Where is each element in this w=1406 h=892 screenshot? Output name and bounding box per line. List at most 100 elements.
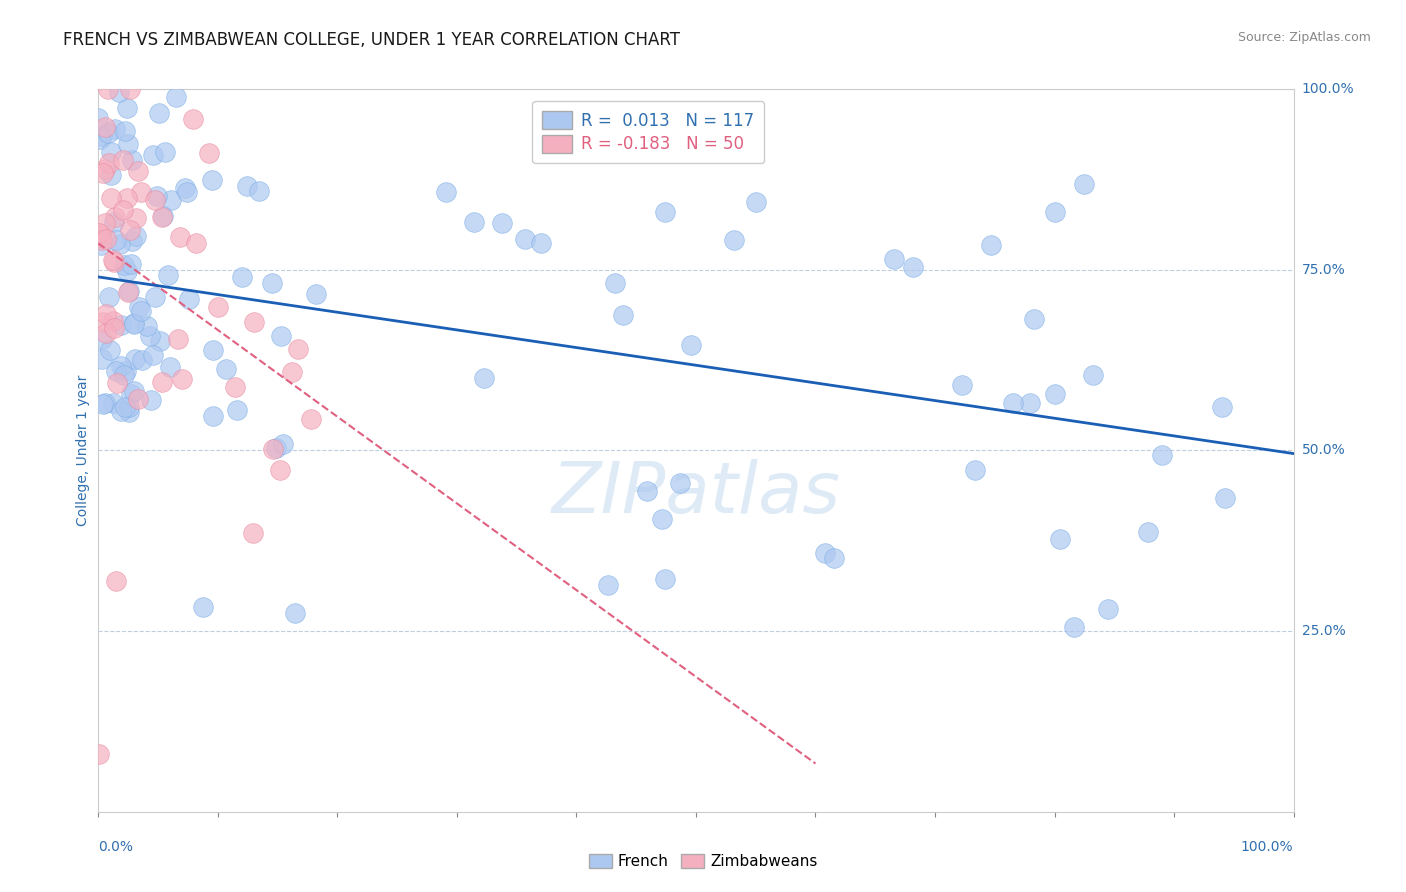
Point [101,252,124,267]
Point [120,386,142,401]
Legend: R =  0.013   N = 117, R = -0.183   N = 50: R = 0.013 N = 117, R = -0.183 N = 50 [533,101,763,163]
Point [127,392,149,406]
Point [94,120,117,135]
Text: Source: ZipAtlas.com: Source: ZipAtlas.com [1237,31,1371,45]
Point [90,352,112,367]
Text: 100.0%: 100.0% [1241,839,1294,854]
Point [104,574,127,588]
Point [198,146,221,161]
Point [117,137,139,152]
Point [243,315,266,329]
Point [603,277,626,291]
Point [242,525,264,540]
Point [513,232,536,246]
Point [125,228,148,243]
Point [114,123,136,137]
Point [264,441,287,455]
Point [271,437,294,451]
Point [262,442,284,456]
Point [127,163,149,178]
Point [110,404,132,418]
Point [236,178,259,193]
Point [94,326,117,340]
Point [1049,532,1071,546]
Point [262,277,284,291]
Point [117,405,139,419]
Point [1018,396,1040,410]
Point [90,238,112,252]
Point [121,153,143,167]
Point [463,214,485,228]
Point [651,512,673,526]
Point [207,300,229,314]
Point [131,304,153,318]
Y-axis label: College, Under 1 year: College, Under 1 year [76,375,90,526]
Text: 75.0%: 75.0% [1302,263,1346,277]
Point [117,285,139,299]
Point [202,343,225,358]
Point [104,122,127,136]
Point [100,168,122,182]
Point [100,145,122,159]
Point [284,606,307,620]
Point [141,392,163,407]
Point [110,318,132,333]
Point [159,193,181,207]
Point [1002,395,1025,409]
Point [1063,620,1085,634]
Point [124,352,146,367]
Point [1022,312,1045,326]
Point [112,368,135,383]
Point [491,216,513,230]
Point [118,285,141,299]
Point [122,384,145,398]
Point [111,153,134,167]
Point [91,315,114,329]
Point [1081,368,1104,382]
Point [115,364,138,378]
Point [215,362,238,376]
Point [529,235,551,250]
Point [105,363,128,377]
Point [103,215,125,229]
Point [120,223,142,237]
Point [94,161,117,176]
Point [108,85,131,99]
Point [115,191,138,205]
Point [87,112,110,126]
Point [101,313,124,327]
Point [96,232,118,246]
Point [103,321,125,335]
Point [165,90,187,104]
Point [150,210,173,224]
Point [159,359,181,374]
Point [122,317,145,331]
Point [118,400,141,414]
Point [654,573,676,587]
Point [1211,401,1233,415]
Point [94,306,117,320]
Point [146,188,169,202]
Point [823,551,845,566]
Point [177,292,200,306]
Point [120,257,142,271]
Point [965,463,987,477]
Point [150,375,173,389]
Point [174,181,197,195]
Point [125,211,148,226]
Point [299,412,322,426]
Point [231,270,253,285]
Point [105,376,128,391]
Point [145,290,167,304]
Point [167,332,190,346]
Point [193,599,215,614]
Text: 0.0%: 0.0% [98,839,134,854]
Point [142,148,165,162]
Point [152,209,174,223]
Point [138,328,160,343]
Point [112,258,135,272]
Point [184,236,207,251]
Point [1150,448,1173,462]
Point [681,338,703,352]
Point [91,128,114,143]
